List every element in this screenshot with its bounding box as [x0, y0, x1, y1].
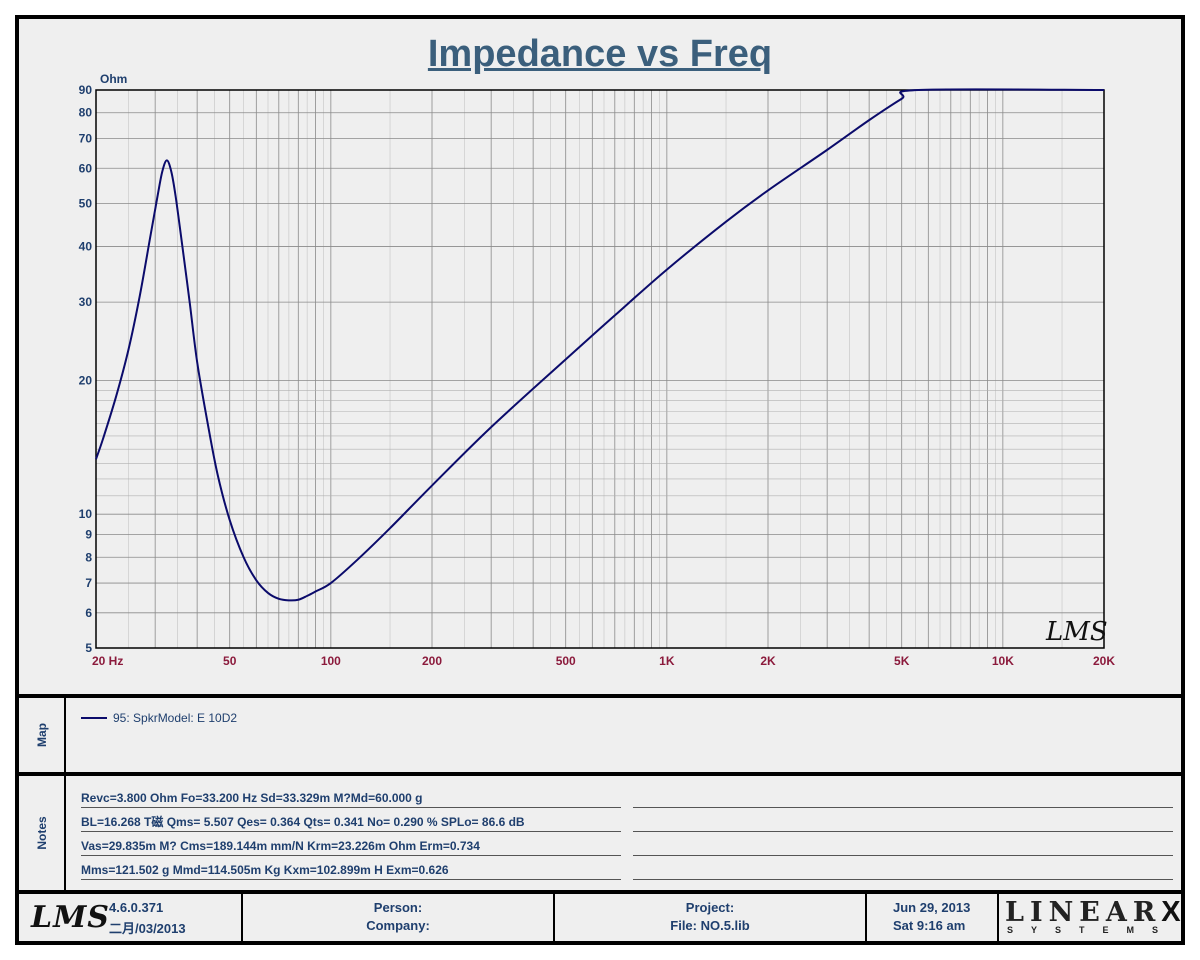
note-line-1: Revc=3.800 Ohm Fo=33.200 Hz Sd=33.329m M… — [81, 789, 621, 808]
map-label: Map — [34, 723, 49, 747]
legend-text: 95: SpkrModel: E 10D2 — [113, 711, 238, 725]
x-tick-label: 20 Hz — [92, 654, 123, 668]
notes-label-cell: Notes — [19, 776, 66, 890]
impedance-series-line — [95, 88, 1105, 602]
legend-line-swatch — [81, 717, 107, 719]
lms-watermark: LMS — [1045, 617, 1108, 647]
note-blank-line — [633, 789, 1173, 808]
y-tick-label: 6 — [85, 606, 92, 620]
x-tick-label: 5K — [894, 654, 910, 668]
footer-version-cell: LMS 4.6.0.371 二月/03/2013 — [19, 894, 243, 941]
footer-person-cell: Person: Company: — [243, 894, 555, 941]
y-tick-label: 50 — [79, 196, 93, 210]
y-tick-label: 9 — [85, 528, 92, 542]
y-tick-label: 90 — [79, 83, 93, 97]
brand-subtext: SYSTEMS — [1007, 925, 1177, 935]
y-tick-label: 20 — [79, 373, 93, 387]
impedance-chart: 5 6 7 8 9 10 20 30 40 50 60 70 80 90 20 Hz 50 100 200 500 1… — [79, 72, 1116, 668]
section-divider — [19, 890, 1181, 894]
file-label: File: NO.5.lib — [670, 918, 750, 933]
map-label-cell: Map — [19, 698, 66, 772]
y-tick-label: 60 — [79, 161, 93, 175]
section-divider — [19, 772, 1181, 776]
x-tick-label: 200 — [422, 654, 442, 668]
y-tick-label: 10 — [79, 507, 93, 521]
grid-lines — [95, 89, 1105, 649]
footer-bar: LMS 4.6.0.371 二月/03/2013 Person: Company… — [19, 894, 1181, 941]
plot-area-border — [95, 89, 1105, 649]
note-blank-line — [633, 837, 1173, 856]
x-tick-label: 20K — [1093, 654, 1115, 668]
time-text: Sat 9:16 am — [893, 918, 966, 933]
y-tick-label: 7 — [85, 576, 92, 590]
x-tick-label: 100 — [321, 654, 341, 668]
x-tick-label: 50 — [223, 654, 237, 668]
x-tick-label: 2K — [760, 654, 776, 668]
notes-label: Notes — [34, 816, 49, 850]
plot-section: Impedance vs Freq 5 6 7 8 9 10 20 30 40 50 60 70 80 9… — [19, 19, 1181, 694]
y-tick-label: 8 — [85, 550, 92, 564]
brand-wordmark: LINEARX — [1005, 896, 1187, 929]
section-divider — [19, 694, 1181, 698]
map-legend-entry[interactable]: 95: SpkrModel: E 10D2 — [81, 711, 237, 725]
company-label: Company: — [366, 918, 430, 933]
tick-labels: 5 6 7 8 9 10 20 30 40 50 60 70 80 90 20 Hz 50 100 200 500 1… — [79, 83, 1116, 668]
project-label: Project: — [685, 900, 735, 915]
person-label: Person: — [373, 900, 423, 915]
y-tick-label: 80 — [79, 106, 93, 120]
linearx-logo: LINEARX SYSTEMS — [999, 894, 1181, 941]
y-axis-unit-label: Ohm — [100, 72, 127, 86]
y-tick-label: 40 — [79, 240, 93, 254]
y-tick-label: 70 — [79, 132, 93, 146]
brand-x-mark: X — [1161, 896, 1187, 928]
version-number: 4.6.0.371 — [109, 900, 164, 915]
x-tick-label: 1K — [659, 654, 675, 668]
footer-date-cell: Jun 29, 2013 Sat 9:16 am — [867, 894, 999, 941]
note-line-2: BL=16.268 T磁 Qms= 5.507 Qes= 0.364 Qts= … — [81, 813, 621, 832]
date-text: Jun 29, 2013 — [893, 900, 971, 915]
y-tick-label: 5 — [85, 641, 92, 655]
app-frame: Impedance vs Freq 5 6 7 8 9 10 20 30 40 50 60 70 80 9… — [15, 15, 1185, 945]
x-tick-label: 500 — [556, 654, 576, 668]
y-tick-label: 30 — [79, 295, 93, 309]
chart-title: Impedance vs Freq — [427, 33, 773, 75]
note-line-3: Vas=29.835m M? Cms=189.144m mm/N Krm=23.… — [81, 837, 621, 856]
lms-logo: LMS — [31, 900, 110, 935]
brand-main-text: LINEAR — [1005, 897, 1162, 928]
version-date: 二月/03/2013 — [109, 921, 186, 936]
note-blank-line — [633, 813, 1173, 832]
series-layer — [95, 88, 1105, 602]
note-blank-line — [633, 861, 1173, 880]
footer-project-cell: Project: File: NO.5.lib — [555, 894, 867, 941]
note-line-4: Mms=121.502 g Mmd=114.505m Kg Kxm=102.89… — [81, 861, 621, 880]
x-tick-label: 10K — [992, 654, 1014, 668]
